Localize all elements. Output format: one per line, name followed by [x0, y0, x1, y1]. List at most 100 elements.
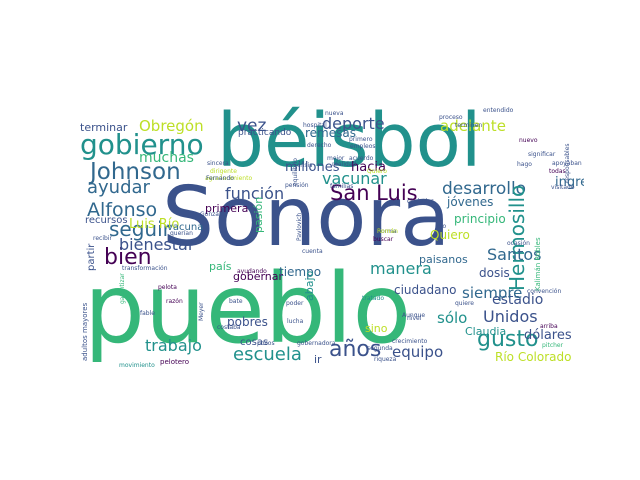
word-ayudar: ayudar	[87, 177, 150, 198]
word-ayudando: ayudando	[237, 268, 267, 275]
word-adelante: adelante	[440, 117, 506, 135]
word-crisis: crisis	[297, 162, 313, 169]
word-paisanos: paisanos	[419, 253, 468, 266]
word-entendido: entendido	[483, 107, 514, 114]
word-siempre: siempre	[462, 284, 523, 302]
word-primera: primera	[205, 202, 249, 215]
word-jovenes: jóvenes	[447, 195, 494, 209]
word-pelotero: pelotero	[160, 358, 190, 366]
word-pitcher: pitcher	[542, 342, 564, 349]
word-empleos: empleos	[350, 143, 376, 150]
word-estadio: estadio	[492, 292, 544, 308]
word-rio-colorado: Río Colorado	[495, 350, 572, 364]
word-gobernar: gobernar	[233, 270, 284, 283]
word-mejor: mejor	[327, 155, 345, 162]
word-familias: familias	[330, 183, 354, 190]
word-equipo: equipo	[392, 343, 444, 361]
word-terminar: terminar	[80, 121, 128, 134]
word-crecimiento: crecimiento	[392, 338, 428, 345]
word-anos: años	[329, 337, 382, 362]
word-acuerdo: acuerdo	[349, 155, 374, 162]
word-sino: sino	[365, 322, 388, 335]
word-primero: primero	[349, 136, 373, 143]
word-riqueza: riqueza	[374, 356, 397, 363]
word-pobres: pobres	[227, 315, 268, 329]
word-hermosillo: Hermosillo	[505, 184, 529, 291]
word-transformacion: transformación	[122, 265, 168, 272]
word-derecho: derecho	[307, 142, 332, 149]
word-ingresos: ingresos	[555, 175, 584, 190]
word-convencion: convención	[527, 288, 562, 295]
word-san-luis: San Luis	[330, 181, 418, 205]
word-recursos: recursos	[85, 215, 128, 226]
word-apoyaban: apoyaban	[552, 160, 582, 167]
word-razon: razón	[166, 298, 183, 305]
word-forma: forma	[379, 228, 397, 235]
word-pasion: pasión	[252, 196, 265, 233]
word-remesas: remesas	[305, 126, 356, 140]
word-santos: Santos	[487, 245, 542, 264]
word-arriba: arriba	[540, 323, 558, 330]
word-desarrollo: desarrollo	[442, 179, 527, 199]
word-buscar: buscar	[373, 236, 394, 243]
word-pais: país	[209, 260, 232, 273]
word-sincera: sincera	[207, 160, 229, 167]
word-alfonso: Alfonso	[87, 199, 158, 221]
word-muchas: muchas	[139, 150, 194, 166]
word-solo: sólo	[437, 309, 468, 327]
word-ir: ir	[314, 353, 322, 366]
word-manera: manera	[370, 259, 432, 278]
word-vacunar: vacunar	[322, 169, 387, 188]
word-funcion: función	[225, 184, 285, 203]
word-bienestar: bienestar	[119, 235, 195, 254]
word-gonzalez: González	[200, 211, 228, 218]
word-gobernadora: gobernadora	[297, 340, 336, 347]
word-fable: fable	[140, 310, 155, 317]
word-visitado: visitado	[551, 184, 575, 191]
word-tratado: tratado	[362, 295, 385, 302]
word-quiero: Quiero	[430, 228, 470, 242]
word-sonora: Sonora	[162, 170, 451, 265]
word-agradecimiento: agradecimiento	[205, 175, 253, 182]
word-beisbol: béisbol	[217, 101, 482, 184]
word-pocos: pocos	[257, 340, 275, 347]
word-movimiento: movimiento	[119, 362, 155, 369]
word-roman: Román	[377, 228, 398, 235]
word-fernando: Fernando	[206, 175, 234, 182]
word-realidad: realidad	[332, 161, 357, 168]
word-ocasion: ocasión	[507, 240, 530, 247]
word-dolares: dólares	[524, 328, 572, 343]
word-cuenta: cuenta	[302, 248, 323, 255]
word-unidos: Unidos	[483, 307, 538, 326]
word-garantizar: garantizar	[119, 273, 126, 304]
word-principio: principio	[454, 212, 506, 226]
word-dosis: dosis	[479, 266, 510, 280]
word-pension: pensión	[285, 182, 309, 189]
word-partir: partir	[86, 243, 97, 271]
word-gobierno: gobierno	[80, 128, 204, 161]
word-pavlovich: Pavlovich	[296, 212, 303, 241]
word-ciudades: ciudades	[407, 198, 434, 205]
word-ciudadano: ciudadano	[394, 283, 457, 297]
word-hospital: hospital	[303, 122, 327, 129]
word-costaba: costaba	[217, 324, 241, 331]
word-cosas: cosas	[240, 337, 269, 348]
word-bate: bate	[229, 298, 243, 305]
word-claudia: Claudia	[465, 325, 507, 338]
word-proceso: proceso	[439, 114, 463, 121]
word-terminen: terminen	[455, 122, 483, 129]
word-kaliman-robles: Kalimán Robles	[534, 237, 542, 291]
word-recibir: recibir	[93, 235, 112, 242]
word-tiempo: tiempo	[279, 265, 322, 279]
word-nivel: nivel	[407, 315, 422, 322]
word-johnson: Johnson	[90, 159, 181, 185]
word-abajo: abajo	[303, 270, 316, 301]
word-querian: querían	[170, 230, 193, 237]
word-segunda: segunda	[367, 345, 393, 352]
word-cloud: Sonora béisbol pueblo gobierno Johnson A…	[67, 101, 584, 378]
word-deporte: deporte	[322, 114, 385, 133]
word-trabajo: trabajo	[145, 336, 202, 355]
word-aunque: Aunque	[402, 312, 426, 319]
word-escuela: escuela	[233, 344, 302, 365]
word-bien: bien	[104, 245, 152, 270]
